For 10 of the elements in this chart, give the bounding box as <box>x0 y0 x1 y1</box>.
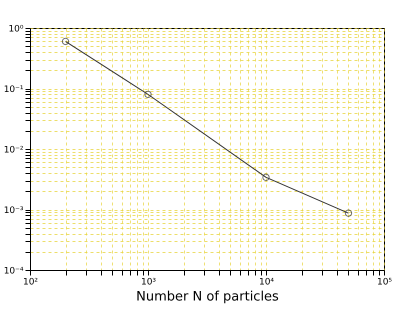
x-tick-label: 10² <box>22 278 38 288</box>
y-tick-label: 10⁰ <box>8 24 24 34</box>
y-tick-label: 10⁻⁴ <box>4 266 24 276</box>
y-tick-label: 10⁻³ <box>4 206 24 216</box>
x-tick-label: 10⁴ <box>258 278 274 288</box>
x-axis-title: Number N of particles <box>136 290 280 304</box>
x-tick-label: 10⁵ <box>376 278 392 288</box>
x-tick-label: 10³ <box>140 278 156 288</box>
y-tick-label: 10⁻¹ <box>4 85 24 95</box>
y-tick-label: 10⁻² <box>4 146 24 156</box>
